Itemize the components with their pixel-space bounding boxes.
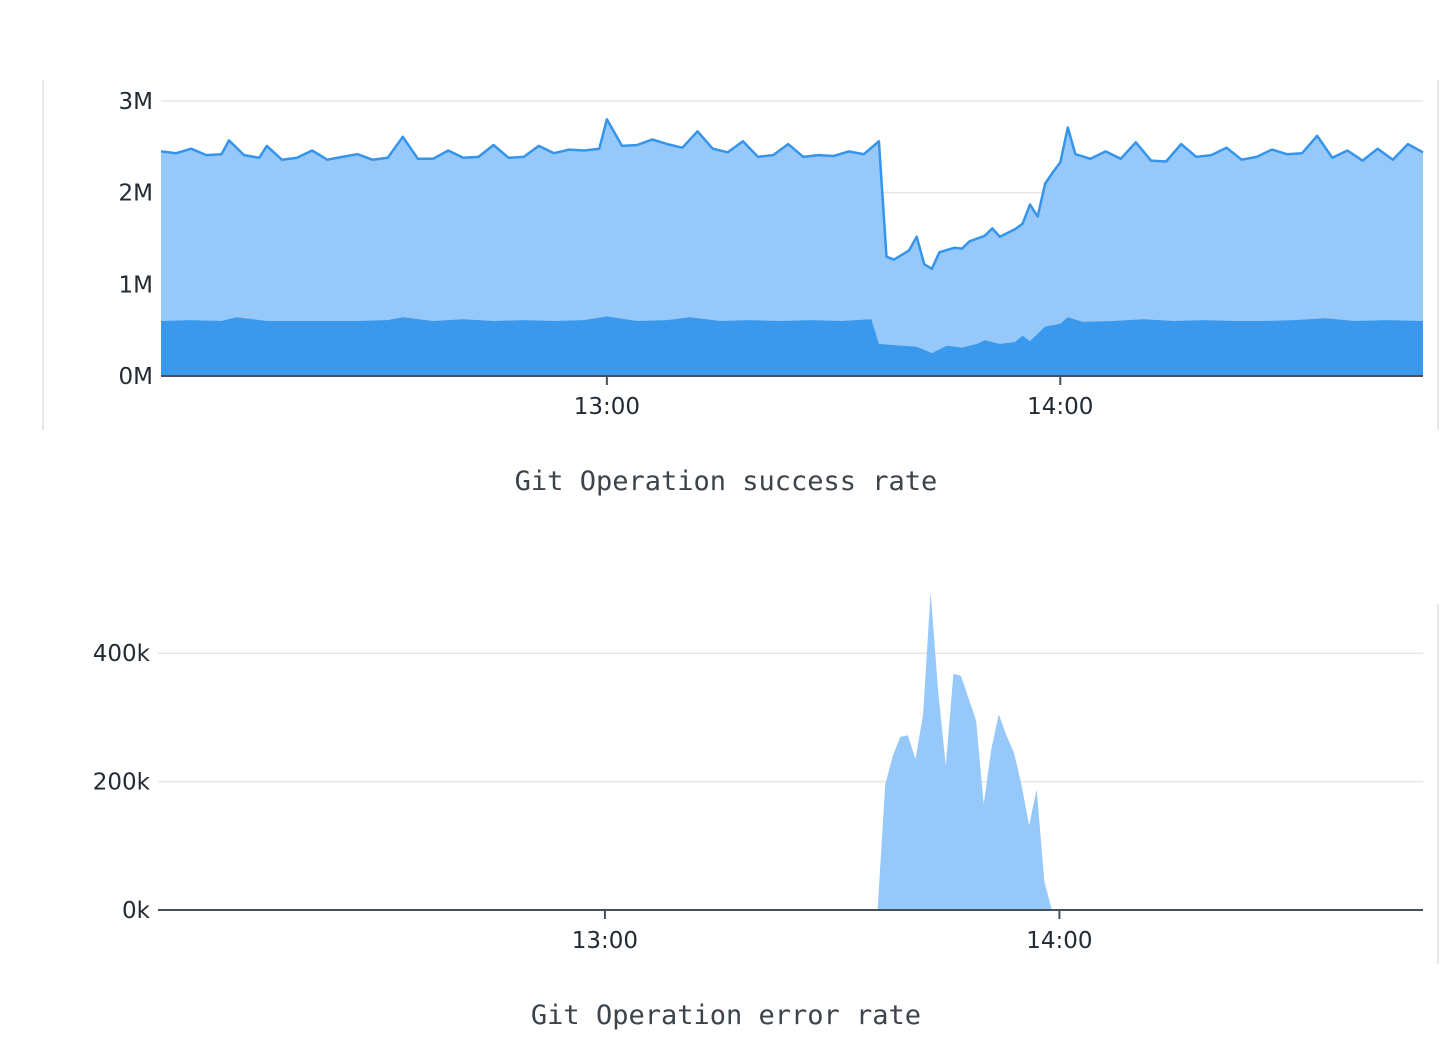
x-tick-label: 13:00 <box>574 394 640 420</box>
x-tick-label: 14:00 <box>1027 394 1093 420</box>
x-tick-label: 13:00 <box>572 928 638 954</box>
y-tick-label: 2M <box>119 181 153 207</box>
series-area-total <box>161 119 1423 377</box>
y-tick-label: 0k <box>122 898 151 924</box>
y-tick-label: 1M <box>119 272 153 298</box>
series-line-total <box>160 118 1424 271</box>
series-area-lower <box>161 316 1423 376</box>
y-tick-label: 3M <box>119 89 153 115</box>
y-tick-label: 400k <box>93 641 151 667</box>
y-tick-label: 0M <box>119 364 153 390</box>
series-area-errors <box>158 592 1423 910</box>
y-tick-label: 200k <box>93 770 151 796</box>
chart-caption-success: Git Operation success rate <box>514 466 938 497</box>
chart-caption-error: Git Operation error rate <box>530 1000 922 1031</box>
chart-1: 0M 1M 2M 3M 13:00 14:00 <box>42 80 1439 430</box>
x-tick-label: 14:00 <box>1026 928 1092 954</box>
chart-2: 0k 200k 400k 13:00 14:00 <box>93 592 1439 964</box>
